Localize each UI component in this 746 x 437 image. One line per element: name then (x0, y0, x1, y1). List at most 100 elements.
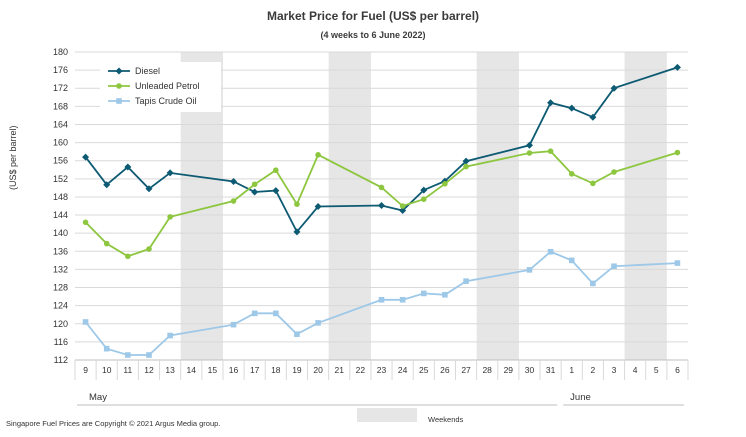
data-point-0-16 (420, 186, 428, 194)
data-point-2-16 (420, 290, 427, 297)
y-tick-label-172: 172 (53, 83, 68, 93)
y-tick-label-176: 176 (53, 65, 68, 75)
data-point-1-3 (146, 246, 152, 252)
x-tick-label-8: 17 (250, 365, 260, 375)
x-tick-label-10: 19 (292, 365, 302, 375)
data-point-0-1 (103, 181, 111, 189)
weekends-legend-label: Weekends (428, 415, 464, 424)
data-point-1-1 (103, 240, 110, 247)
data-point-0-9 (272, 187, 280, 195)
data-point-1-4 (167, 214, 173, 220)
data-point-1-0 (82, 219, 89, 226)
x-tick-label-17: 26 (440, 365, 450, 375)
legend-label-2: Tapis Crude Oil (135, 96, 197, 106)
data-point-1-18 (463, 163, 469, 170)
x-tick-label-4: 13 (165, 365, 175, 375)
y-tick-label-156: 156 (53, 156, 68, 166)
x-tick-label-27: 5 (654, 365, 659, 375)
x-tick-label-25: 3 (612, 365, 617, 375)
data-point-1-21 (526, 150, 533, 156)
data-point-2-1 (103, 345, 110, 352)
data-point-1-15 (399, 203, 406, 209)
x-tick-label-28: 6 (675, 365, 680, 375)
data-point-2-9 (273, 310, 279, 317)
data-point-1-10 (294, 201, 300, 207)
x-tick-label-5: 14 (187, 365, 197, 375)
legend: Diesel Unleaded Petrol Tapis Crude Oil (100, 62, 221, 112)
data-point-2-22 (547, 248, 554, 255)
data-point-0-2 (124, 163, 132, 171)
data-point-2-2 (125, 352, 131, 358)
x-tick-label-11: 20 (313, 365, 323, 375)
data-point-0-24 (589, 113, 597, 121)
y-tick-label-160: 160 (53, 138, 68, 148)
data-point-0-10 (293, 228, 301, 236)
month-label-may: May (89, 392, 107, 403)
data-point-2-8 (251, 310, 258, 317)
legend-marker-2 (116, 98, 122, 104)
data-point-2-0 (82, 319, 89, 325)
data-point-1-2 (125, 253, 131, 260)
legend-label-1: Unleaded Petrol (135, 81, 200, 91)
x-tick-label-14: 23 (377, 365, 387, 375)
month-label-june: June (570, 392, 591, 403)
x-tick-label-13: 22 (356, 365, 366, 375)
x-tick-label-24: 2 (591, 365, 596, 375)
data-point-1-11 (315, 152, 321, 158)
data-point-0-11 (314, 202, 322, 210)
data-point-1-8 (251, 181, 258, 188)
x-tick-label-9: 18 (271, 365, 281, 375)
copyright-notice: Singapore Fuel Prices are Copyright © 20… (6, 419, 221, 428)
y-tick-label-180: 180 (53, 47, 68, 57)
data-point-1-9 (273, 167, 279, 174)
data-point-2-11 (315, 320, 321, 326)
x-tick-label-22: 31 (546, 365, 556, 375)
y-tick-label-124: 124 (53, 301, 68, 311)
y-tick-label-168: 168 (53, 101, 68, 111)
data-point-0-8 (251, 188, 259, 196)
chart-subtitle: (4 weeks to 6 June 2022) (320, 30, 426, 40)
data-point-1-25 (611, 169, 617, 175)
data-point-0-15 (399, 207, 407, 215)
chart-title: Market Price for Fuel (US$ per barrel) (266, 9, 480, 23)
weekend-band-3 (624, 52, 667, 360)
data-point-2-10 (294, 331, 300, 337)
x-tick-label-19: 28 (482, 365, 492, 375)
data-point-1-28 (674, 149, 681, 156)
x-tick-label-3: 12 (144, 365, 154, 375)
data-point-0-22 (547, 99, 555, 107)
data-point-2-7 (230, 321, 237, 328)
data-point-2-24 (590, 280, 596, 287)
y-tick-label-120: 120 (53, 319, 68, 329)
y-tick-label-164: 164 (53, 119, 68, 129)
legend-label-0: Diesel (135, 66, 160, 76)
y-tick-label-144: 144 (53, 210, 68, 220)
x-tick-label-26: 4 (633, 365, 638, 375)
data-point-0-3 (145, 185, 153, 193)
data-point-1-24 (590, 180, 596, 187)
weekend-band-2 (476, 52, 519, 360)
data-point-2-23 (568, 257, 575, 264)
data-point-0-0 (82, 153, 90, 161)
legend-marker-0 (115, 67, 123, 75)
x-tick-label-21: 30 (525, 365, 535, 375)
data-point-1-7 (230, 198, 237, 204)
y-tick-label-112: 112 (54, 355, 68, 365)
y-tick-label-116: 116 (54, 337, 68, 347)
x-tick-label-1: 10 (102, 365, 112, 375)
y-tick-label-148: 148 (53, 192, 68, 202)
y-tick-label-136: 136 (53, 246, 68, 256)
data-point-1-14 (378, 184, 385, 191)
data-point-2-3 (146, 352, 152, 358)
y-tick-label-132: 132 (53, 264, 68, 274)
y-tick-label-128: 128 (53, 283, 68, 293)
data-point-2-14 (378, 296, 385, 303)
data-point-2-15 (399, 296, 406, 303)
data-point-0-7 (230, 178, 238, 186)
data-point-2-4 (167, 332, 173, 339)
x-tick-label-0: 9 (83, 365, 88, 375)
data-point-2-18 (463, 278, 469, 284)
series-line-2 (84, 250, 678, 356)
x-tick-label-6: 15 (208, 365, 218, 375)
